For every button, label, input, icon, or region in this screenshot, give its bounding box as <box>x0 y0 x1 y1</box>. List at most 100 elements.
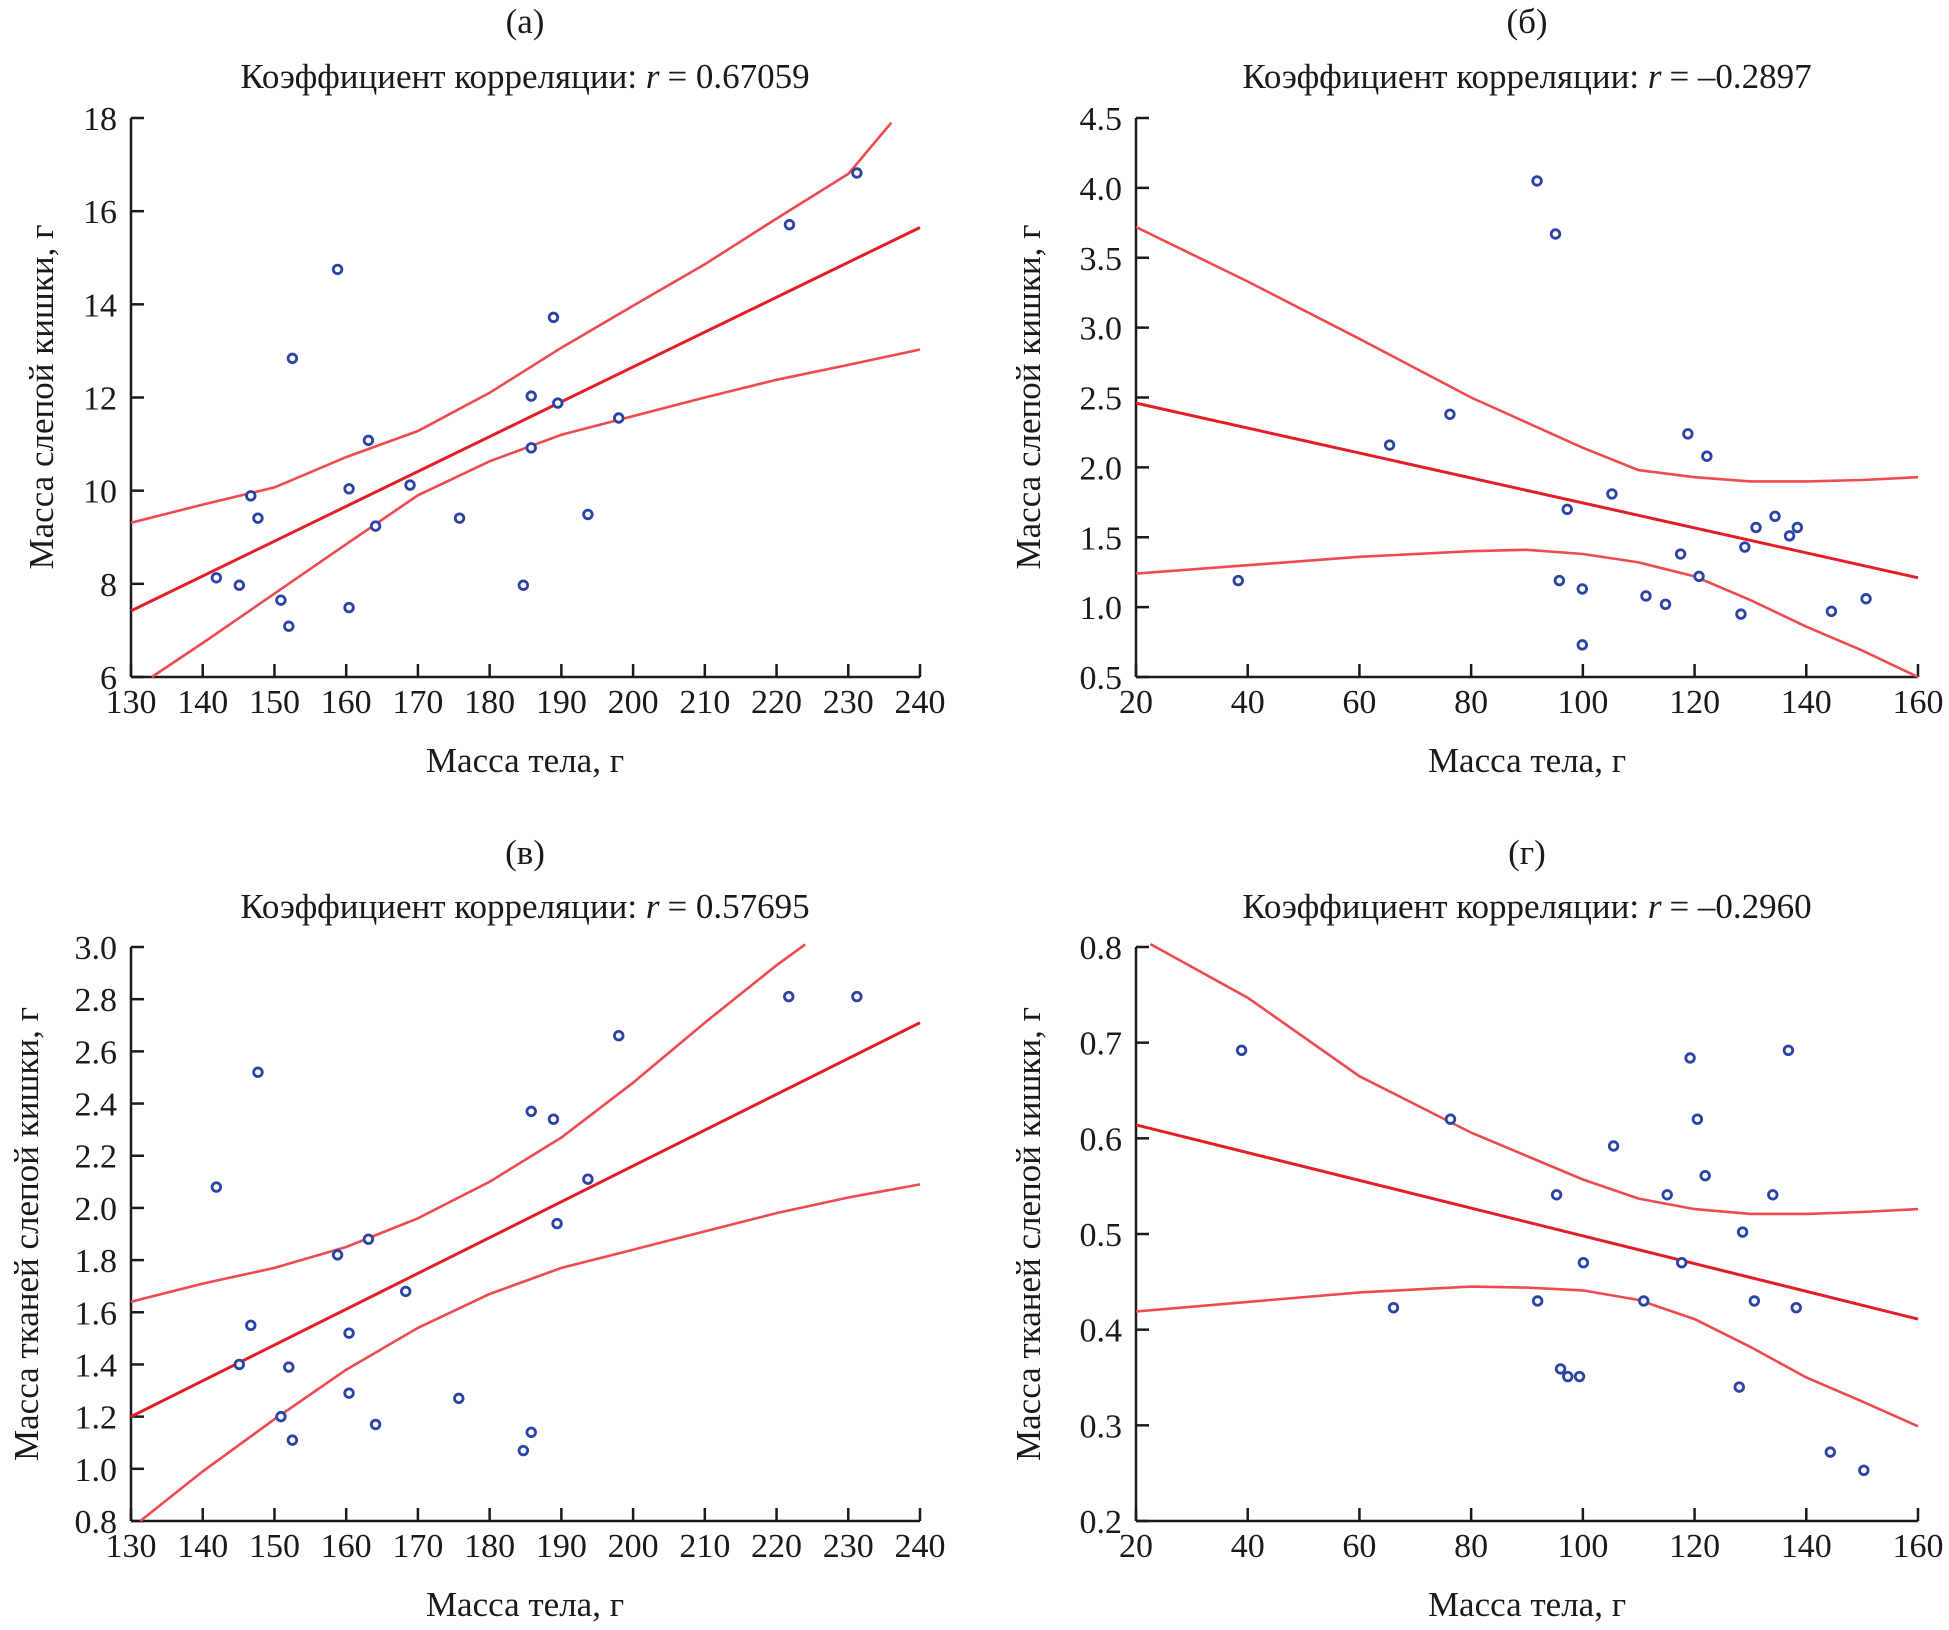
data-point <box>582 508 594 521</box>
data-point <box>1783 530 1796 542</box>
x-tick-label: 170 <box>392 684 443 721</box>
data-point <box>1736 1226 1749 1238</box>
x-tick-label: 160 <box>1893 684 1944 721</box>
y-tick-label: 18 <box>83 101 117 138</box>
x-tick-label: 170 <box>392 1528 443 1565</box>
title-prefix: Коэффициент корреляции: <box>240 887 646 926</box>
data-point <box>1607 1140 1620 1152</box>
data-point <box>362 434 375 447</box>
confidence-band-lower <box>151 348 921 679</box>
data-point <box>1824 1446 1837 1458</box>
data-point <box>1640 590 1652 602</box>
x-tick-label: 160 <box>1893 1528 1944 1565</box>
data-point <box>1825 605 1838 618</box>
data-point <box>343 483 355 495</box>
r-value: = 0.67059 <box>667 57 809 96</box>
data-point <box>1576 639 1588 651</box>
x-axis-label: Масса тела, г <box>426 1585 624 1624</box>
data-point <box>547 1113 560 1125</box>
x-tick-label: 140 <box>177 1528 228 1565</box>
x-tick-label: 180 <box>464 684 515 721</box>
title-prefix: Коэффициент корреляции: <box>240 57 646 96</box>
confidence-band-lower <box>1135 1285 1919 1428</box>
data-point <box>1735 608 1747 620</box>
y-tick-label: 10 <box>83 474 117 511</box>
y-tick-label: 4.5 <box>1080 101 1123 138</box>
data-point <box>1860 593 1872 605</box>
data-point <box>400 1285 412 1298</box>
x-tick-label: 180 <box>464 1528 515 1565</box>
y-tick-label: 1.4 <box>75 1347 118 1384</box>
r-value: = –0.2960 <box>1669 887 1811 926</box>
y-tick-label: 0.3 <box>1080 1408 1123 1445</box>
x-tick-label: 60 <box>1342 1528 1376 1565</box>
chart-title: Коэффициент корреляции: r = –0.2897 <box>1242 57 1811 96</box>
data-point <box>252 1066 264 1078</box>
panel-label: (в) <box>505 833 545 872</box>
r-symbol: r <box>646 887 660 926</box>
panel-b: (б) Коэффициент корреляции: r = –0.2897 М… <box>1009 2 1944 780</box>
x-tick-label: 220 <box>751 1528 802 1565</box>
data-point <box>1387 1301 1400 1314</box>
chart-title: Коэффициент корреляции: r = 0.67059 <box>240 57 809 96</box>
data-point <box>1684 1052 1696 1064</box>
x-tick-label: 20 <box>1119 684 1153 721</box>
data-point <box>851 167 863 179</box>
title-prefix: Коэффициент корреляции: <box>1242 57 1648 96</box>
y-tick-label: 0.5 <box>1080 1217 1123 1254</box>
data-point <box>547 311 560 324</box>
x-tick-label: 80 <box>1454 684 1488 721</box>
data-point <box>1682 428 1694 440</box>
data-point <box>525 1105 537 1118</box>
r-symbol: r <box>1648 57 1662 96</box>
data-point <box>1444 408 1456 420</box>
x-tick-label: 60 <box>1342 684 1376 721</box>
data-point <box>1790 1301 1802 1314</box>
plot-area: 20 40 60 80 100 120 140 160 0.2 0.3 0.4 0.5 0.6 0.7 0.… <box>1080 930 1944 1565</box>
data-point <box>1554 1363 1567 1375</box>
x-tick-label: 150 <box>249 684 300 721</box>
data-point <box>1531 175 1543 187</box>
panel-label: (б) <box>1506 2 1547 41</box>
data-point <box>210 1181 223 1193</box>
title-prefix: Коэффициент корреляции: <box>1242 887 1648 926</box>
x-tick-label: 120 <box>1669 1528 1720 1565</box>
regression-line <box>130 226 921 613</box>
regression-line <box>130 1021 921 1418</box>
panel-label: (г) <box>1508 833 1546 872</box>
y-tick-label: 2.5 <box>1080 381 1123 418</box>
data-point <box>525 442 537 454</box>
data-point <box>1782 1044 1795 1057</box>
data-point <box>286 352 299 365</box>
data-point <box>613 1030 625 1042</box>
y-tick-label: 1.2 <box>75 1400 118 1437</box>
data-point <box>582 1173 594 1185</box>
data-point <box>233 1358 246 1371</box>
y-tick-label: 2.8 <box>75 982 118 1019</box>
data-point <box>517 579 530 591</box>
y-tick-label: 0.8 <box>1080 930 1123 967</box>
x-tick-label: 120 <box>1669 684 1720 721</box>
x-tick-label: 240 <box>895 1528 946 1565</box>
confidence-band-upper <box>130 121 893 525</box>
data-point <box>851 990 863 1003</box>
y-tick-label: 0.7 <box>1080 1026 1123 1063</box>
y-tick-label: 6 <box>100 660 117 697</box>
data-point <box>283 1361 295 1373</box>
x-tick-label: 140 <box>1781 1528 1832 1565</box>
x-tick-label: 190 <box>536 1528 587 1565</box>
y-tick-label: 12 <box>83 381 117 418</box>
x-tick-label: 220 <box>751 684 802 721</box>
data-point <box>1531 1295 1544 1307</box>
data-point <box>1444 1113 1457 1125</box>
y-tick-label: 3.5 <box>1080 241 1123 278</box>
data-point <box>252 512 264 524</box>
y-axis-label: Масса слепой кишки, г <box>1009 225 1048 570</box>
x-axis-label: Масса тела, г <box>426 741 624 780</box>
data-point <box>275 594 287 606</box>
x-tick-label: 230 <box>823 1528 874 1565</box>
data-point <box>343 1327 355 1339</box>
y-tick-label: 14 <box>83 287 117 324</box>
data-point <box>1577 1256 1590 1269</box>
y-tick-label: 0.8 <box>75 1504 118 1541</box>
